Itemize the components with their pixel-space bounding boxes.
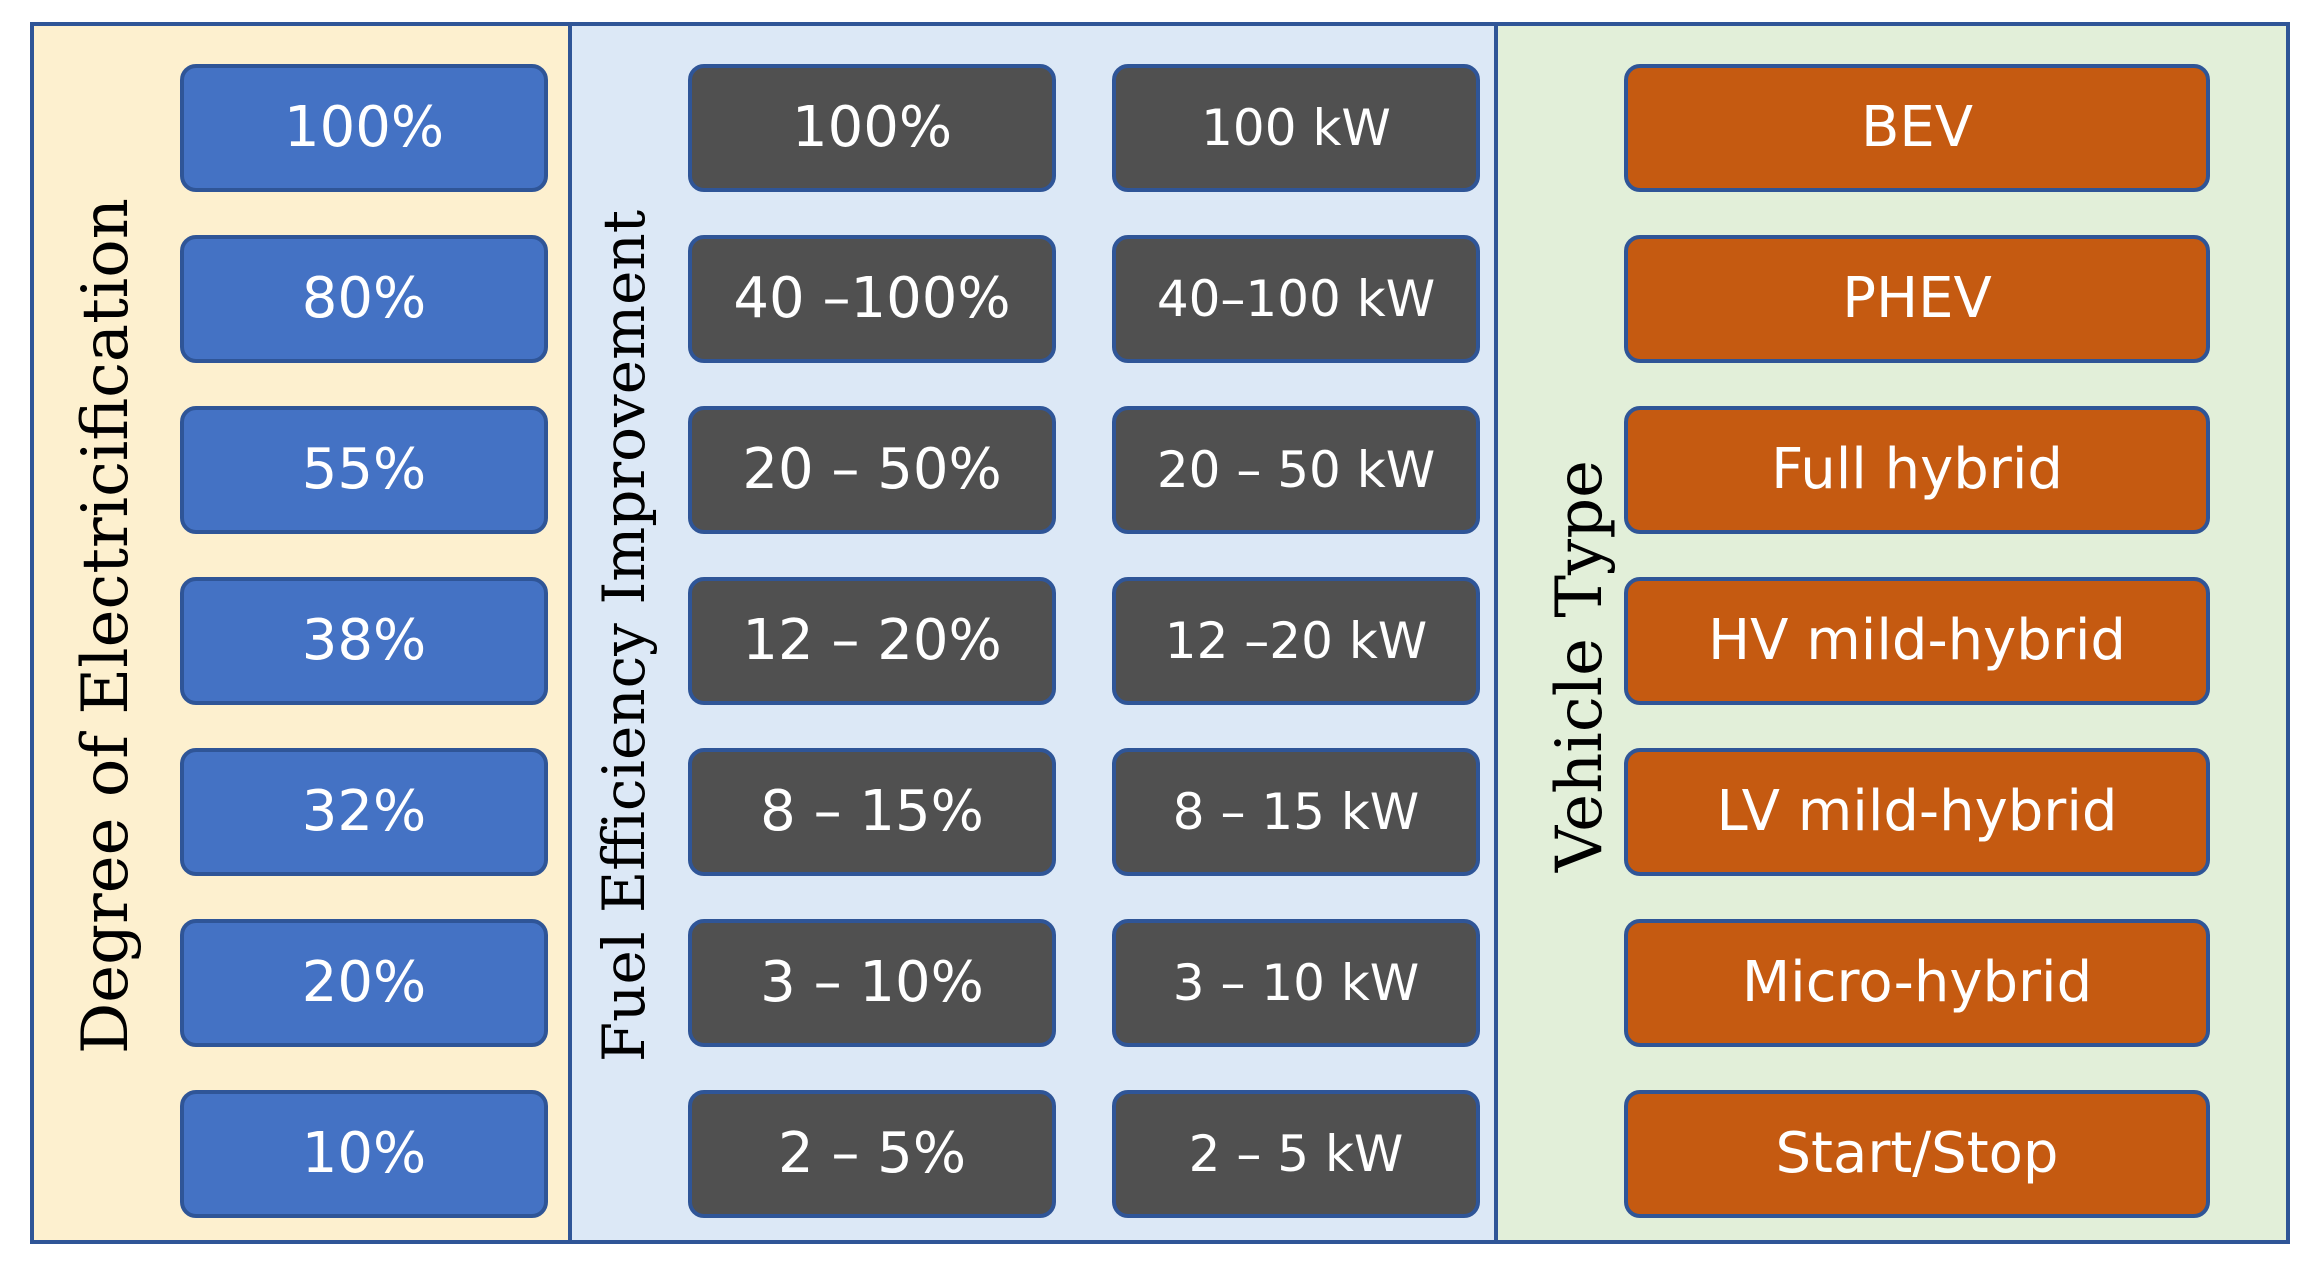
electrification-level-box: 80% <box>180 235 548 363</box>
fuel-improvement-box: 3 – 10% <box>688 919 1056 1047</box>
fuel-improvement-box: 12 – 20% <box>688 577 1056 705</box>
fuel-improvement-box: 2 – 5% <box>688 1090 1056 1218</box>
vehicle-type-panel: Vehicle Type BEV PHEV Full hybrid HV mil… <box>1498 26 2286 1240</box>
power-box: 8 – 15 kW <box>1112 748 1480 876</box>
electrification-level-box: 20% <box>180 919 548 1047</box>
vehicle-type-box: HV mild-hybrid <box>1624 577 2210 705</box>
power-box: 2 – 5 kW <box>1112 1090 1480 1218</box>
electrification-column: 100% 80% 55% 38% 32% 20% 10% <box>180 64 548 1218</box>
vehicle-type-box: PHEV <box>1624 235 2210 363</box>
electrification-level-box: 38% <box>180 577 548 705</box>
fuel-improvement-box: 40 –100% <box>688 235 1056 363</box>
vehicle-type-box: Full hybrid <box>1624 406 2210 534</box>
power-box: 3 – 10 kW <box>1112 919 1480 1047</box>
fuel-efficiency-title: Fuel Efficiency Improvement <box>590 210 658 1062</box>
diagram-frame: Degree of Electricification 100% 80% 55%… <box>30 22 2290 1244</box>
fuel-improvement-column: 100% 40 –100% 20 – 50% 12 – 20% 8 – 15% … <box>688 64 1056 1218</box>
power-box: 20 – 50 kW <box>1112 406 1480 534</box>
electrification-level-box: 100% <box>180 64 548 192</box>
fuel-improvement-box: 20 – 50% <box>688 406 1056 534</box>
electrification-level-box: 32% <box>180 748 548 876</box>
vehicle-type-box: LV mild-hybrid <box>1624 748 2210 876</box>
vehicle-type-box: Micro-hybrid <box>1624 919 2210 1047</box>
vehicle-type-column: BEV PHEV Full hybrid HV mild-hybrid LV m… <box>1624 64 2210 1218</box>
power-box: 100 kW <box>1112 64 1480 192</box>
electrification-panel: Degree of Electricification 100% 80% 55%… <box>34 26 572 1240</box>
vehicle-type-box: BEV <box>1624 64 2210 192</box>
electrification-title: Degree of Electricification <box>69 198 143 1054</box>
power-box: 40–100 kW <box>1112 235 1480 363</box>
fuel-improvement-box: 8 – 15% <box>688 748 1056 876</box>
vehicle-type-box: Start/Stop <box>1624 1090 2210 1218</box>
fuel-improvement-box: 100% <box>688 64 1056 192</box>
electrification-level-box: 55% <box>180 406 548 534</box>
electrification-level-box: 10% <box>180 1090 548 1218</box>
vehicle-type-title: Vehicle Type <box>1543 460 1617 872</box>
power-column: 100 kW 40–100 kW 20 – 50 kW 12 –20 kW 8 … <box>1112 64 1480 1218</box>
fuel-efficiency-panel: Fuel Efficiency Improvement 100% 40 –100… <box>572 26 1498 1240</box>
power-box: 12 –20 kW <box>1112 577 1480 705</box>
